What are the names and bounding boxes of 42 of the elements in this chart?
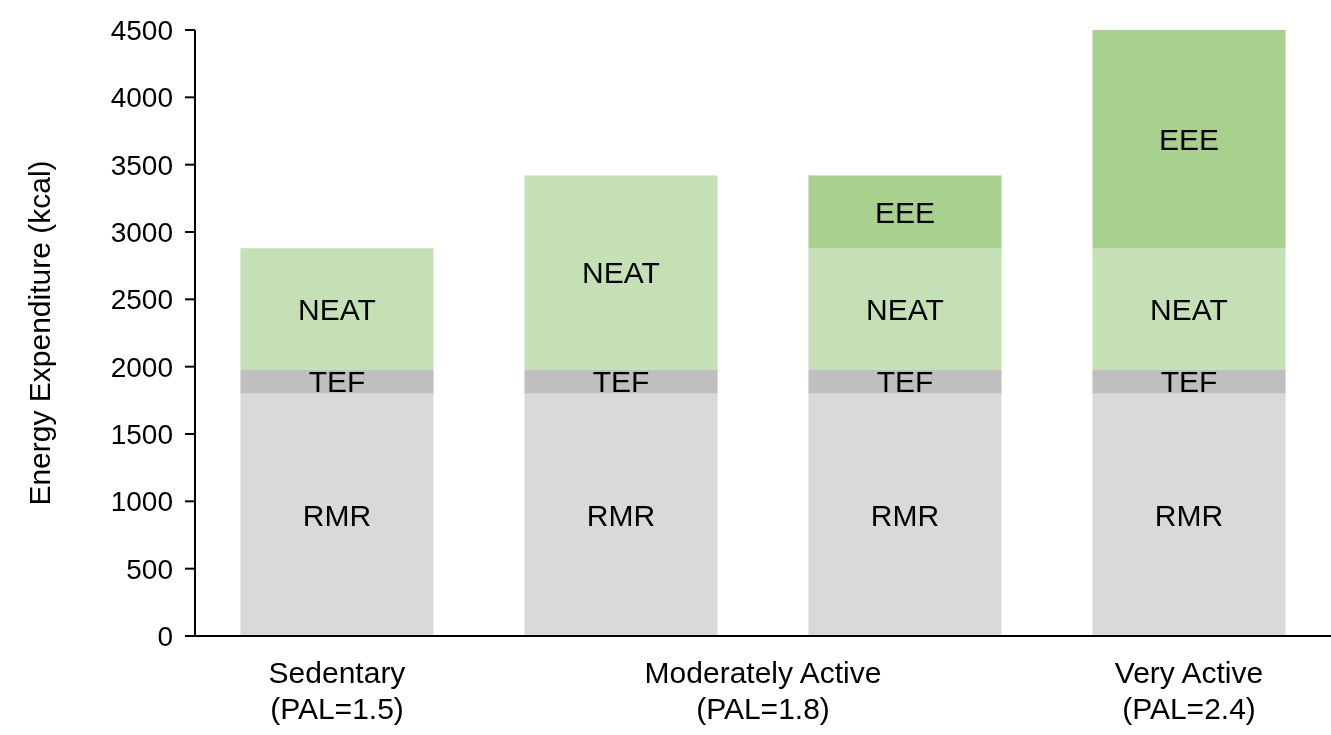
bar (240, 393, 434, 636)
bar (1092, 369, 1286, 394)
text: TEF (592, 365, 650, 399)
series-label: RMR (1154, 498, 1224, 532)
y-tick-label: 4500 (110, 15, 173, 46)
bar (1092, 248, 1286, 370)
bar (524, 175, 718, 370)
x-tick-label: Sedentary (PAL=1.5) (268, 656, 406, 725)
text: RMR (586, 498, 656, 532)
y-tick-label: 1000 (110, 486, 173, 518)
series-label: EEE (874, 195, 936, 229)
bar (808, 175, 1002, 249)
text: NEAT (1150, 292, 1228, 326)
y-tick-label: 1500 (110, 419, 173, 450)
bar (524, 369, 718, 394)
y-tick-label: 2000 (110, 351, 173, 383)
y-tick-label: 3000 (110, 217, 173, 248)
y-tick-label: 3500 (110, 149, 173, 181)
text: Moderately Active (PAL=1.8) (644, 656, 882, 725)
y-axis-title: Energy Expenditure (kcal) (23, 160, 56, 506)
bar (808, 393, 1002, 636)
text: RMR (302, 498, 372, 532)
bar (1092, 393, 1286, 636)
series-label: NEAT (298, 292, 376, 326)
bar (808, 369, 1002, 394)
series-label: TEF (308, 365, 366, 399)
y-tick-label: 0 (157, 621, 173, 652)
bar (808, 248, 1002, 370)
y-tick-label: 500 (126, 553, 173, 585)
x-tick-label: Very Active (PAL=2.4) (1114, 656, 1264, 725)
y-tick-label: 4000 (110, 82, 173, 114)
text: TEF (876, 365, 934, 399)
text: TEF (1160, 365, 1218, 399)
bar (240, 369, 434, 394)
y-tick-label: 2500 (110, 284, 173, 316)
text: RMR (870, 498, 940, 532)
bar (1092, 30, 1286, 249)
text: NEAT (582, 256, 660, 290)
text: EEE (1158, 123, 1220, 157)
bar (240, 248, 434, 370)
text: NEAT (866, 292, 944, 326)
bar (524, 393, 718, 636)
